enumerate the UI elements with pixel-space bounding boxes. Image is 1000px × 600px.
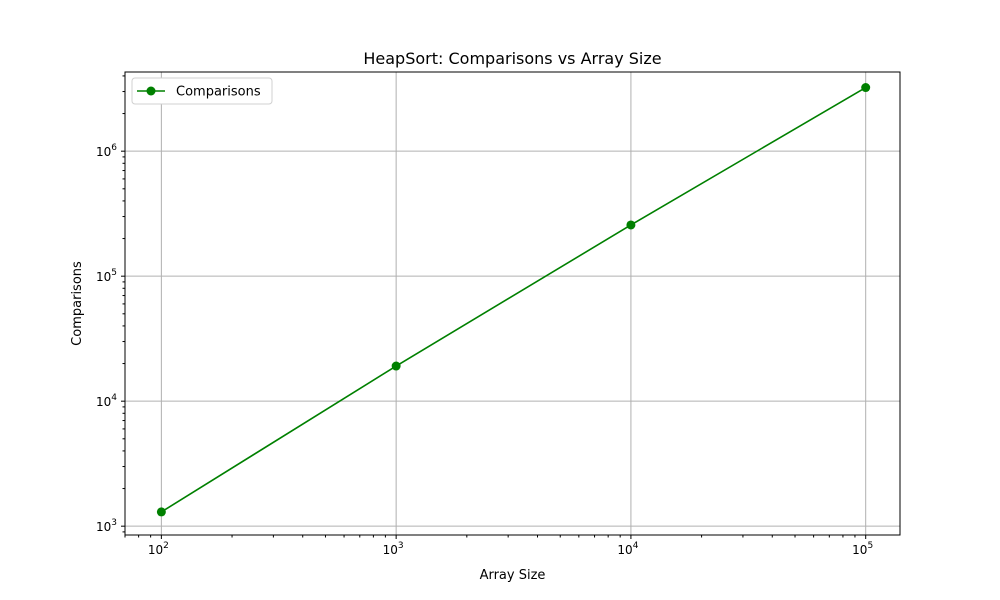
grid xyxy=(125,72,900,535)
legend-label: Comparisons xyxy=(176,85,261,100)
data-point xyxy=(156,507,166,517)
legend: Comparisons xyxy=(131,77,273,105)
y-tick-label: 103 xyxy=(96,518,117,534)
y-tick-label: 105 xyxy=(96,268,117,284)
data-point xyxy=(626,220,636,230)
x-axis-label: Array Size xyxy=(480,568,546,583)
series-line-comparisons xyxy=(160,86,867,513)
x-tick-label: 102 xyxy=(148,541,169,557)
y-tick-label: 104 xyxy=(96,393,117,409)
x-tick-label: 103 xyxy=(383,541,404,557)
plot-frame xyxy=(124,71,901,536)
x-tick-label: 105 xyxy=(852,541,873,557)
chart-title: HeapSort: Comparisons vs Array Size xyxy=(363,49,661,68)
series-layer xyxy=(156,83,871,517)
legend-frame xyxy=(131,77,273,105)
legend-marker xyxy=(146,86,156,96)
major-ticks: 102 103 104 105 103 104 105 106 xyxy=(96,143,873,557)
data-point xyxy=(861,83,871,93)
y-axis-label: Comparisons xyxy=(70,261,85,346)
x-tick-label: 104 xyxy=(617,541,638,557)
y-tick-label: 106 xyxy=(96,143,117,159)
data-point xyxy=(391,361,401,371)
